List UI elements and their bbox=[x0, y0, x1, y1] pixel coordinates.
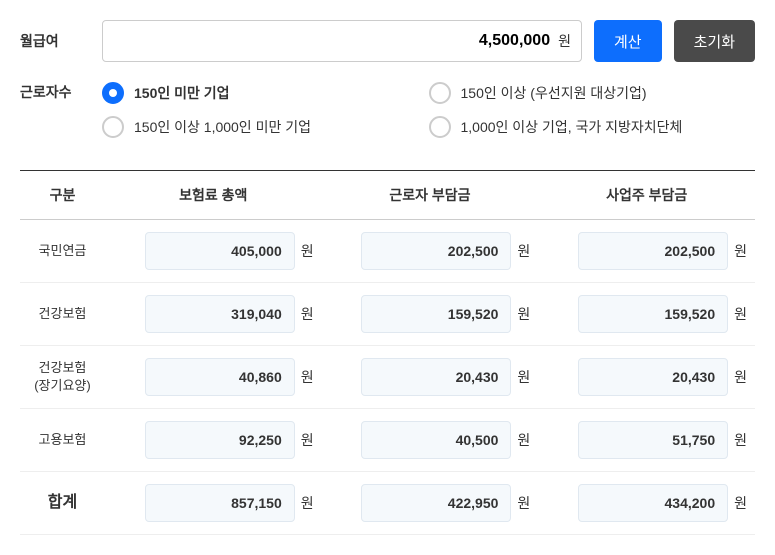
calculate-button[interactable]: 계산 bbox=[594, 20, 662, 62]
insurance-table: 구분 보험료 총액 근로자 부담금 사업주 부담금 국민연금원원원건강보험원원원… bbox=[20, 170, 755, 535]
table-row: 국민연금 원 원 원 bbox=[20, 220, 755, 283]
unit-label: 원 bbox=[517, 430, 530, 450]
employees-radio-group: 150인 미만 기업 150인 이상 (우선지원 대상기업) 150인 이상 1… bbox=[102, 82, 755, 150]
table-row: 건강보험(장기요양) 원 원 원 bbox=[20, 346, 755, 409]
row-label: 건강보험(장기요양) bbox=[20, 346, 105, 409]
unit-label: 원 bbox=[301, 367, 314, 387]
table-cell: 원 bbox=[322, 220, 539, 283]
unit-label: 원 bbox=[734, 304, 747, 324]
table-total-row: 합계 원 원 원 bbox=[20, 472, 755, 535]
radio-icon bbox=[102, 82, 124, 104]
radio-option-2[interactable]: 150인 이상 1,000인 미만 기업 bbox=[102, 116, 429, 138]
table-cell: 원 bbox=[105, 220, 322, 283]
radio-label-0: 150인 미만 기업 bbox=[134, 83, 230, 103]
table-header-employer: 사업주 부담금 bbox=[538, 171, 755, 220]
table-cell: 원 bbox=[538, 220, 755, 283]
unit-label: 원 bbox=[301, 241, 314, 261]
unit-label: 원 bbox=[734, 367, 747, 387]
unit-label: 원 bbox=[301, 304, 314, 324]
unit-label: 원 bbox=[734, 241, 747, 261]
amount-input bbox=[145, 295, 295, 333]
table-header-category: 구분 bbox=[20, 171, 105, 220]
unit-label: 원 bbox=[301, 493, 314, 513]
radio-icon bbox=[429, 116, 451, 138]
radio-label-2: 150인 이상 1,000인 미만 기업 bbox=[134, 117, 311, 137]
amount-input bbox=[145, 421, 295, 459]
salary-input-wrap: 원 bbox=[102, 20, 582, 62]
unit-label: 원 bbox=[734, 493, 747, 513]
table-cell: 원 bbox=[322, 346, 539, 409]
amount-input bbox=[361, 421, 511, 459]
table-cell: 원 bbox=[105, 409, 322, 472]
amount-input bbox=[578, 421, 728, 459]
radio-option-1[interactable]: 150인 이상 (우선지원 대상기업) bbox=[429, 82, 756, 104]
amount-input bbox=[361, 484, 511, 522]
salary-label: 월급여 bbox=[20, 31, 90, 51]
table-row: 건강보험 원 원 원 bbox=[20, 283, 755, 346]
table-cell: 원 bbox=[538, 346, 755, 409]
table-header-total: 보험료 총액 bbox=[105, 171, 322, 220]
unit-label: 원 bbox=[517, 304, 530, 324]
total-label: 합계 bbox=[20, 472, 105, 535]
table-cell: 원 bbox=[322, 409, 539, 472]
amount-input bbox=[578, 484, 728, 522]
amount-input bbox=[145, 484, 295, 522]
radio-label-3: 1,000인 이상 기업, 국가 지방자치단체 bbox=[461, 117, 683, 137]
radio-icon bbox=[429, 82, 451, 104]
table-cell: 원 bbox=[322, 472, 539, 535]
table-header-employee: 근로자 부담금 bbox=[322, 171, 539, 220]
amount-input bbox=[361, 232, 511, 270]
reset-button[interactable]: 초기화 bbox=[674, 20, 755, 62]
radio-icon bbox=[102, 116, 124, 138]
table-cell: 원 bbox=[538, 409, 755, 472]
table-cell: 원 bbox=[105, 346, 322, 409]
unit-label: 원 bbox=[517, 367, 530, 387]
salary-input[interactable] bbox=[113, 32, 558, 50]
salary-unit: 원 bbox=[558, 31, 571, 51]
table-cell: 원 bbox=[105, 283, 322, 346]
unit-label: 원 bbox=[517, 493, 530, 513]
unit-label: 원 bbox=[301, 430, 314, 450]
amount-input bbox=[578, 358, 728, 396]
radio-option-3[interactable]: 1,000인 이상 기업, 국가 지방자치단체 bbox=[429, 116, 756, 138]
amount-input bbox=[578, 295, 728, 333]
table-cell: 원 bbox=[105, 472, 322, 535]
amount-input bbox=[145, 232, 295, 270]
table-row: 고용보험 원 원 원 bbox=[20, 409, 755, 472]
amount-input bbox=[145, 358, 295, 396]
employees-label: 근로자수 bbox=[20, 82, 90, 102]
unit-label: 원 bbox=[517, 241, 530, 261]
radio-label-1: 150인 이상 (우선지원 대상기업) bbox=[461, 83, 647, 103]
table-cell: 원 bbox=[322, 283, 539, 346]
amount-input bbox=[578, 232, 728, 270]
radio-option-0[interactable]: 150인 미만 기업 bbox=[102, 82, 429, 104]
unit-label: 원 bbox=[734, 430, 747, 450]
table-cell: 원 bbox=[538, 283, 755, 346]
table-cell: 원 bbox=[538, 472, 755, 535]
row-label: 국민연금 bbox=[20, 220, 105, 283]
row-label: 건강보험 bbox=[20, 283, 105, 346]
amount-input bbox=[361, 358, 511, 396]
row-label: 고용보험 bbox=[20, 409, 105, 472]
amount-input bbox=[361, 295, 511, 333]
